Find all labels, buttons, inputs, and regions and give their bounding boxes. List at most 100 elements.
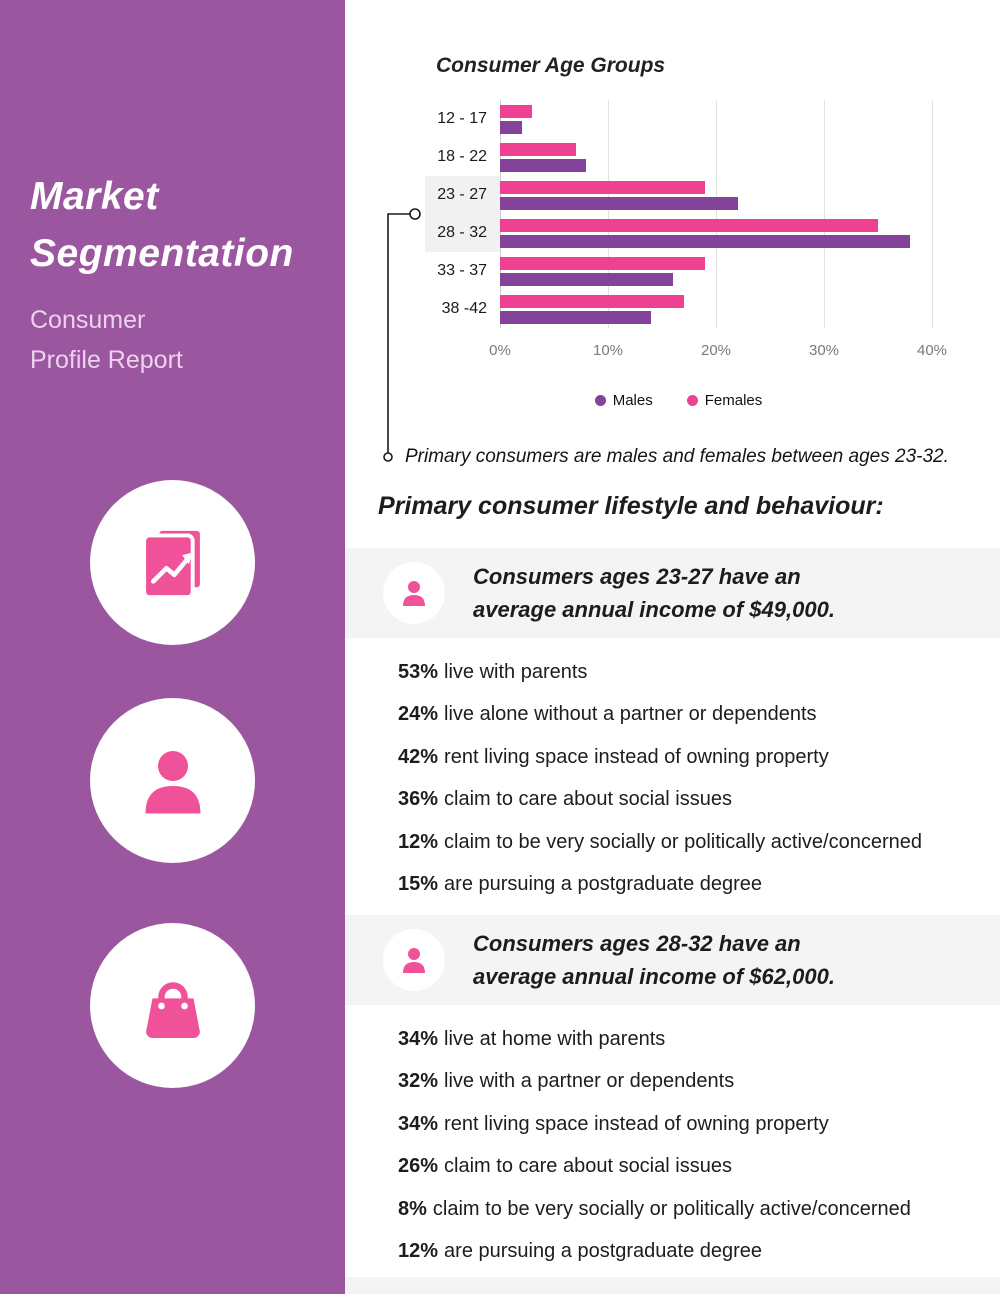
page-title-line: Market <box>30 175 159 218</box>
next-section-band <box>345 1277 1000 1294</box>
stat-percent: 26% <box>398 1155 439 1178</box>
stat-text: rent living space instead of owning prop… <box>444 745 829 768</box>
section-heading: Primary consumer lifestyle and behaviour… <box>378 492 884 520</box>
category-label: 33 - 37 <box>437 262 487 279</box>
stat-row: 53% live with parents <box>398 651 998 694</box>
person-icon-circle <box>383 929 445 991</box>
males-bar <box>500 234 911 248</box>
category-axis: 12 - 17 18 - 22 23 - 27 28 - 32 33 - 37 38 -4… <box>425 100 500 328</box>
group-heading-line: average annual income of $62,000. <box>473 964 835 989</box>
sidebar: Market Segmentation Consumer Profile Rep… <box>0 0 345 1294</box>
x-axis: 0% 10% 20% 30% 40% <box>489 342 947 360</box>
age-group-row <box>500 176 932 214</box>
stat-percent: 15% <box>398 873 439 896</box>
group-heading-line: average annual income of $49,000. <box>473 597 835 622</box>
legend-label: Males <box>612 392 653 409</box>
page-subtitle-line: Consumer <box>30 306 146 334</box>
stat-row: 42% rent living space instead of owning p… <box>398 736 998 779</box>
stat-row: 36% claim to care about social issues <box>398 779 998 822</box>
stat-text: are pursuing a postgraduate degree <box>444 1240 763 1263</box>
females-bar <box>500 218 878 232</box>
category-label: 23 - 27 <box>425 176 500 214</box>
age-groups-chart: 12 - 17 18 - 22 23 - 27 28 - 32 33 - 37 38 -4… <box>425 100 933 328</box>
person-icon-circle <box>383 562 445 624</box>
age-group-row <box>500 252 932 290</box>
stat-row: 26% claim to care about social issues <box>398 1146 998 1189</box>
category-label: 28 - 32 <box>425 214 500 252</box>
stat-percent: 42% <box>398 745 439 768</box>
stat-percent: 12% <box>398 1240 439 1263</box>
legend-dot-icon <box>594 395 606 406</box>
age-group-row <box>500 290 932 328</box>
stat-row: 8% claim to be very socially or political… <box>398 1188 998 1231</box>
person-icon-circle <box>90 698 255 863</box>
males-bar <box>500 272 673 286</box>
page-title: Market Segmentation <box>30 168 294 282</box>
stat-text: rent living space instead of owning prop… <box>444 1112 829 1135</box>
stat-percent: 32% <box>398 1070 439 1093</box>
group-heading: Consumers ages 28-32 have an average ann… <box>473 927 835 993</box>
stat-row: 34% live at home with parents <box>398 1018 998 1061</box>
group-header-28-32: Consumers ages 28-32 have an average ann… <box>345 915 1000 1005</box>
stat-row: 32% live with a partner or dependents <box>398 1061 998 1104</box>
stat-text: live with parents <box>444 660 588 683</box>
chart-plot-area <box>500 100 933 328</box>
stat-percent: 34% <box>398 1112 439 1135</box>
gridline <box>824 100 825 328</box>
stat-text: live with a partner or dependents <box>444 1070 735 1093</box>
males-bar <box>500 120 522 134</box>
group-heading-line: Consumers ages 23-27 have an <box>473 564 801 589</box>
females-bar <box>500 256 706 270</box>
x-tick-label: 10% <box>592 342 624 359</box>
stat-percent: 12% <box>398 830 439 853</box>
group-heading: Consumers ages 23-27 have an average ann… <box>473 560 835 626</box>
report-chart-icon <box>141 526 204 599</box>
shopping-bag-icon <box>145 981 200 1038</box>
stat-text: live at home with parents <box>444 1027 666 1050</box>
stat-row: 12% are pursuing a postgraduate degree <box>398 1231 998 1274</box>
legend-item: Females <box>686 392 762 409</box>
stat-percent: 34% <box>398 1027 439 1050</box>
stat-text: claim to be very socially or politically… <box>432 1197 911 1220</box>
page-title-line: Segmentation <box>30 232 294 275</box>
category-label: 18 - 22 <box>437 148 487 165</box>
age-group-row <box>500 138 932 176</box>
males-bar <box>500 196 738 210</box>
stat-percent: 8% <box>398 1197 427 1220</box>
legend-item: Males <box>594 392 653 409</box>
group-heading-line: Consumers ages 28-32 have an <box>473 931 801 956</box>
x-tick-label: 0% <box>489 342 511 359</box>
page-subtitle-line: Profile Report <box>30 346 183 374</box>
stats-list-28-32: 34% live at home with parents 32% live with… <box>398 1018 998 1273</box>
females-bar <box>500 180 706 194</box>
females-bar <box>500 142 576 156</box>
chart-bars <box>500 100 932 328</box>
chart-title: Consumer Age Groups <box>436 54 666 77</box>
stat-percent: 53% <box>398 660 439 683</box>
x-tick-label: 20% <box>700 342 732 359</box>
person-icon <box>403 948 425 973</box>
group-header-23-27: Consumers ages 23-27 have an average ann… <box>345 548 1000 638</box>
stat-row: 15% are pursuing a postgraduate degree <box>398 864 998 907</box>
report-chart-icon-circle <box>90 480 255 645</box>
shopping-bag-icon-circle <box>90 923 255 1088</box>
females-bar <box>500 104 533 118</box>
page-subtitle: Consumer Profile Report <box>30 300 183 380</box>
category-label: 12 - 17 <box>437 110 487 127</box>
stat-text: are pursuing a postgraduate degree <box>444 873 763 896</box>
males-bar <box>500 158 587 172</box>
x-tick-label: 30% <box>808 342 840 359</box>
stats-list-23-27: 53% live with parents 24% live alone withou… <box>398 651 998 906</box>
content: Consumer Age Groups 12 - 17 18 - 22 23 - 2… <box>345 0 1000 1294</box>
stat-text: claim to care about social issues <box>444 788 732 811</box>
stat-row: 24% live alone without a partner or depen… <box>398 694 998 737</box>
age-group-row <box>500 100 932 138</box>
gridline <box>500 100 501 328</box>
stat-row: 34% rent living space instead of owning p… <box>398 1103 998 1146</box>
callout-note: Primary consumers are males and females … <box>405 446 949 467</box>
males-bar <box>500 310 652 324</box>
stat-percent: 36% <box>398 788 439 811</box>
legend-dot-icon <box>686 395 698 406</box>
stat-row: 12% claim to be very socially or politica… <box>398 821 998 864</box>
